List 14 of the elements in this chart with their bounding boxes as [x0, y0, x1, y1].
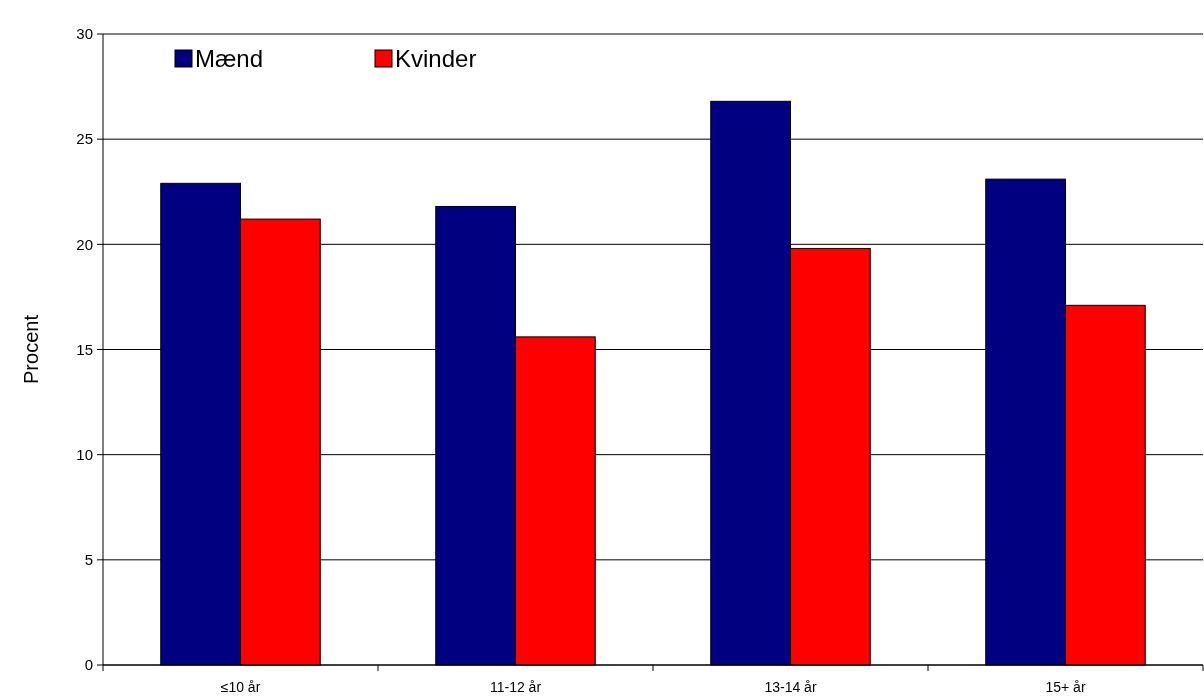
legend-label: Mænd	[195, 45, 264, 73]
x-tick-label: 11-12 år	[489, 679, 542, 695]
y-tick-label: 5	[84, 551, 93, 569]
legend-label: Kvinder	[395, 45, 477, 73]
y-axis-title: Procent	[20, 314, 42, 384]
x-tick-label: 15+ år	[1045, 679, 1086, 695]
x-tick-label: 13-14 år	[764, 679, 817, 695]
y-tick-label: 10	[76, 445, 93, 463]
y-tick-label: 20	[76, 235, 93, 253]
y-tick-label: 25	[76, 130, 93, 148]
x-tick-label: ≤10 år	[220, 679, 261, 695]
y-tick-label: 30	[76, 25, 93, 43]
y-tick-label: 0	[84, 656, 93, 674]
y-tick-label: 15	[76, 340, 93, 358]
